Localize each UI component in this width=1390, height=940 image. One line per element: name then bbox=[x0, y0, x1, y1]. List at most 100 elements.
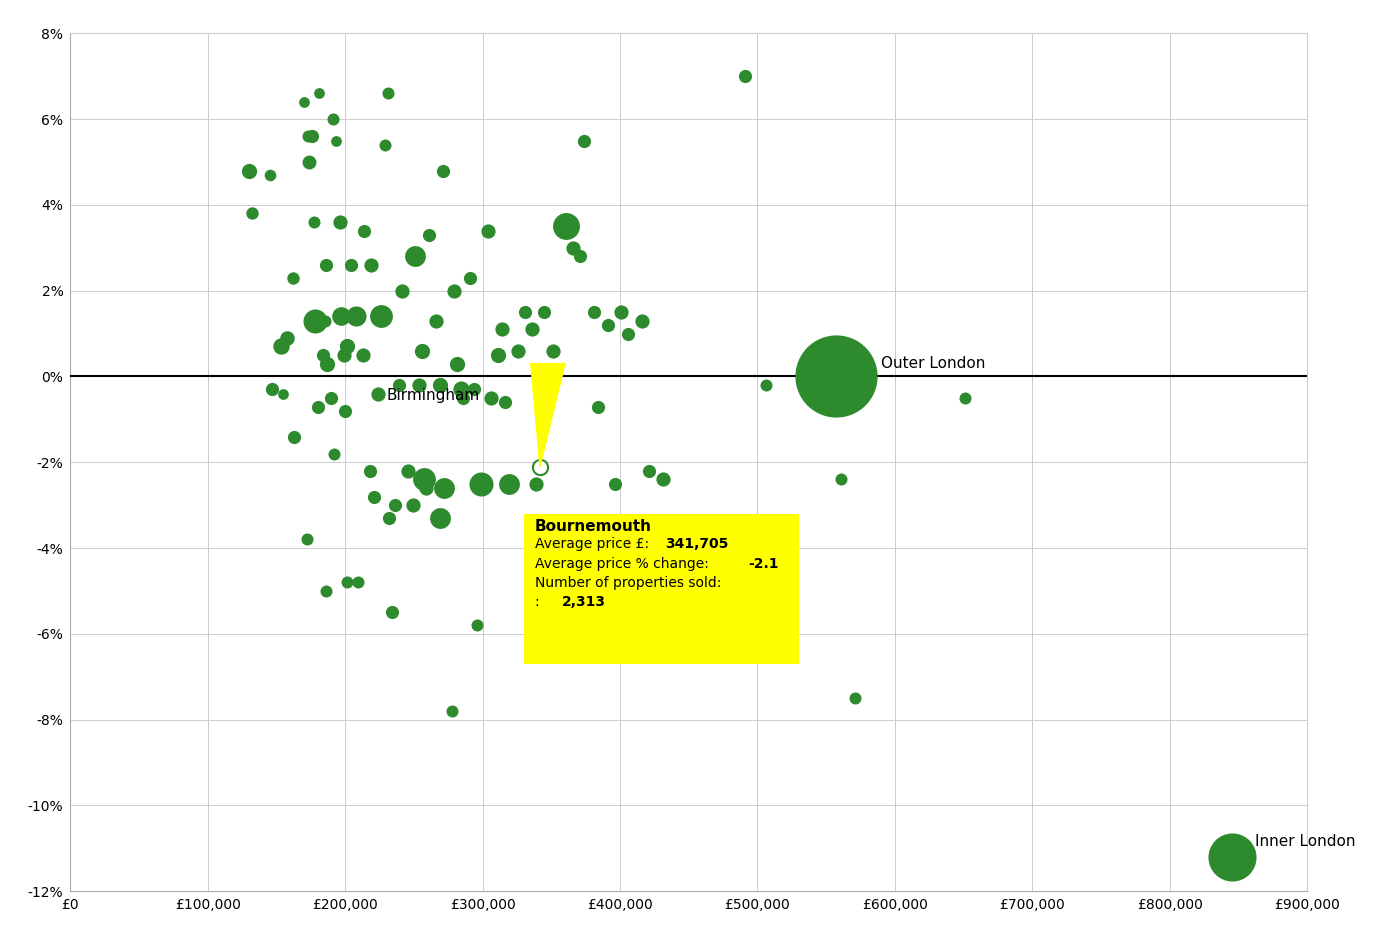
Text: Outer London: Outer London bbox=[881, 356, 986, 371]
Point bbox=[603, 477, 626, 492]
Point bbox=[452, 390, 474, 405]
Point bbox=[528, 459, 550, 474]
Point bbox=[360, 258, 382, 273]
Point bbox=[411, 343, 434, 358]
Point bbox=[316, 258, 338, 273]
Text: -2.1: -2.1 bbox=[748, 556, 778, 571]
Point bbox=[277, 330, 299, 345]
Point bbox=[486, 348, 509, 363]
Text: 2,313: 2,313 bbox=[563, 595, 606, 609]
Point bbox=[556, 219, 578, 234]
Point bbox=[491, 321, 513, 337]
Point bbox=[445, 356, 467, 371]
Point bbox=[409, 378, 431, 393]
Point bbox=[353, 223, 375, 238]
Point bbox=[398, 463, 420, 478]
Point bbox=[302, 129, 324, 144]
Point bbox=[307, 399, 329, 414]
Point bbox=[477, 223, 499, 238]
Text: Number of properties sold:: Number of properties sold: bbox=[535, 576, 721, 590]
Point bbox=[316, 584, 338, 599]
Point bbox=[367, 386, 389, 401]
Point bbox=[582, 305, 605, 320]
Point bbox=[381, 605, 403, 620]
Text: Bournemouth: Bournemouth bbox=[535, 519, 652, 534]
Point bbox=[507, 343, 530, 358]
Point bbox=[316, 356, 338, 371]
Point bbox=[432, 163, 455, 178]
Point bbox=[954, 390, 976, 405]
Point bbox=[449, 382, 471, 397]
Point bbox=[272, 386, 295, 401]
Point bbox=[363, 489, 385, 504]
Point bbox=[525, 477, 548, 492]
Point bbox=[434, 480, 456, 495]
Point bbox=[324, 133, 346, 148]
Point bbox=[404, 249, 427, 264]
Point bbox=[844, 691, 866, 706]
Point bbox=[335, 339, 357, 354]
Point bbox=[304, 313, 327, 328]
Point bbox=[339, 258, 361, 273]
Point bbox=[596, 318, 619, 333]
Point bbox=[480, 390, 502, 405]
Polygon shape bbox=[531, 364, 566, 466]
Point bbox=[322, 446, 345, 462]
Point bbox=[617, 326, 639, 341]
Point bbox=[309, 86, 331, 101]
Point bbox=[293, 94, 316, 109]
Point bbox=[240, 206, 263, 221]
Point bbox=[328, 214, 350, 229]
Point bbox=[498, 477, 520, 492]
Point bbox=[610, 305, 632, 320]
Text: Average price % change:: Average price % change: bbox=[535, 556, 713, 571]
Point bbox=[321, 112, 343, 127]
Point bbox=[388, 378, 410, 393]
Point bbox=[313, 348, 335, 363]
Point bbox=[514, 305, 537, 320]
Point bbox=[374, 137, 396, 152]
Point bbox=[391, 283, 413, 298]
Point bbox=[352, 348, 374, 363]
Point bbox=[830, 472, 852, 487]
Point bbox=[329, 309, 352, 324]
Point bbox=[238, 163, 260, 178]
Point bbox=[346, 575, 368, 590]
Point bbox=[425, 313, 448, 328]
Point bbox=[261, 382, 284, 397]
Point bbox=[370, 309, 392, 324]
Point bbox=[441, 703, 463, 718]
Text: Average price £:: Average price £: bbox=[535, 538, 653, 552]
Point bbox=[259, 167, 281, 182]
Point bbox=[430, 510, 452, 525]
Point bbox=[314, 313, 336, 328]
Point bbox=[638, 463, 660, 478]
Text: 341,705: 341,705 bbox=[666, 538, 728, 552]
Point bbox=[521, 321, 543, 337]
Point bbox=[416, 480, 438, 495]
Point bbox=[320, 390, 342, 405]
Point bbox=[631, 313, 653, 328]
Point bbox=[413, 472, 435, 487]
Point bbox=[470, 477, 492, 492]
Point bbox=[542, 343, 564, 358]
Point bbox=[378, 510, 400, 525]
Point bbox=[299, 154, 321, 169]
Point bbox=[459, 271, 481, 286]
Point bbox=[402, 497, 424, 512]
Point bbox=[335, 575, 357, 590]
Point bbox=[332, 348, 354, 363]
Point bbox=[569, 249, 591, 264]
Point bbox=[303, 214, 325, 229]
Point bbox=[824, 369, 847, 384]
Text: :: : bbox=[535, 595, 543, 609]
Point bbox=[562, 241, 584, 256]
Point bbox=[463, 382, 485, 397]
Point bbox=[418, 227, 441, 243]
Point bbox=[377, 86, 399, 101]
Point bbox=[345, 309, 367, 324]
Point bbox=[384, 497, 406, 512]
Point bbox=[430, 378, 452, 393]
FancyBboxPatch shape bbox=[524, 514, 799, 664]
Point bbox=[270, 339, 292, 354]
